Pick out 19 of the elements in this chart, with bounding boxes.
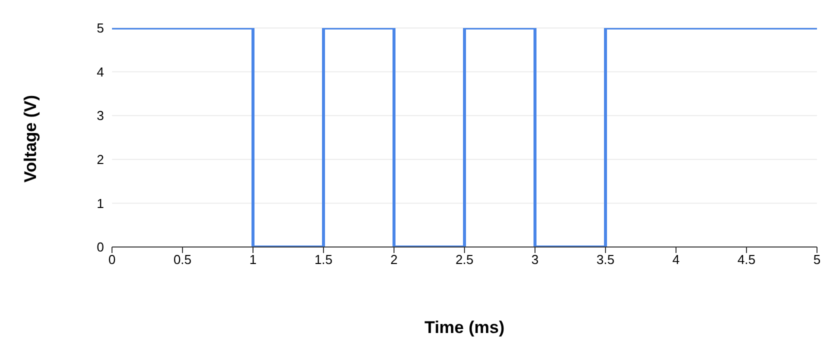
x-tick-label: 4.5 bbox=[737, 252, 756, 268]
x-tick-label: 0 bbox=[108, 252, 116, 268]
x-tick-label: 1 bbox=[249, 252, 257, 268]
y-tick-label: 3 bbox=[96, 108, 104, 124]
y-tick-label: 0 bbox=[96, 240, 104, 255]
x-tick-label: 3 bbox=[531, 252, 539, 268]
x-axis-title: Time (ms) bbox=[424, 318, 504, 337]
x-tick-label: 3.5 bbox=[596, 252, 615, 268]
x-tick-label: 4 bbox=[672, 252, 680, 268]
y-tick-label: 2 bbox=[96, 152, 104, 168]
y-tick-label: 4 bbox=[96, 64, 104, 80]
x-tick-label: 2.5 bbox=[455, 252, 474, 268]
y-tick-label: 1 bbox=[96, 196, 104, 211]
y-tick-label: 5 bbox=[96, 20, 104, 36]
x-tick-label: 0.5 bbox=[173, 252, 192, 268]
x-tick-label: 1.5 bbox=[314, 252, 333, 268]
x-tick-label: 2 bbox=[390, 252, 398, 268]
x-tick-label: 5 bbox=[813, 252, 821, 268]
y-axis-title: Voltage (V) bbox=[21, 94, 40, 182]
